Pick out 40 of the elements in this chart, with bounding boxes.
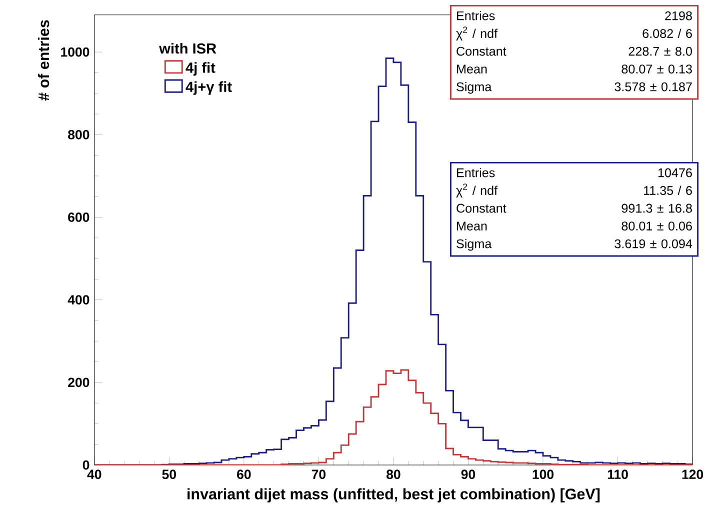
x-tick-label: 70 <box>312 470 326 480</box>
x-tick-label: 110 <box>608 470 628 480</box>
y-tick-label: 800 <box>68 130 90 140</box>
annotation: Mean <box>457 222 487 231</box>
annotation: Sigma <box>456 239 492 251</box>
annotation: Sigma <box>456 82 492 94</box>
annotation: Mean <box>457 64 487 74</box>
x-tick-label: 100 <box>532 470 554 480</box>
x-tick-label: 90 <box>461 470 476 480</box>
y-tick-label: 600 <box>68 212 90 222</box>
annotation: 10476 <box>658 168 692 178</box>
legend-title: with ISR <box>159 43 216 54</box>
annotation: χ$^{2}$ / ndf <box>456 184 498 198</box>
annotation: 80.01 ± 0.06 <box>622 222 692 231</box>
x-axis-title: invariant dijet mass (unfitted, best jet combination) [GeV] <box>188 488 600 503</box>
legend-label: 4j+γ fit <box>186 81 232 96</box>
y-tick-label: 1000 <box>61 48 90 57</box>
annotation: 6.082 / 6 <box>642 28 692 38</box>
annotation: 228.7 ± 8.0 <box>628 46 692 56</box>
annotation: 3.578 ± 0.187 <box>614 82 692 92</box>
legend-label: 4j fit <box>186 62 216 76</box>
y-tick-label: 400 <box>68 295 90 305</box>
annotation: Entries <box>457 11 495 20</box>
annotation: Entries <box>457 168 495 178</box>
annotation: χ$^{2}$ / ndf <box>456 26 498 41</box>
x-tick-label: 50 <box>162 470 176 480</box>
annotation: Constant <box>456 46 506 56</box>
y-tick-label: 0 <box>82 460 90 470</box>
x-tick-label: 60 <box>237 470 251 480</box>
x-tick-label: 120 <box>682 470 704 480</box>
annotation: 80.07 ± 0.13 <box>622 64 692 74</box>
annotation: 2198 <box>665 11 692 20</box>
annotation: Constant <box>456 204 506 213</box>
y-axis-title: # of entries <box>38 20 50 101</box>
annotation: 3.619 ± 0.094 <box>614 239 692 248</box>
annotation: 11.35 / 6 <box>644 186 692 196</box>
annotation: 991.3 ± 16.8 <box>622 204 692 213</box>
x-tick-label: 80 <box>386 470 400 480</box>
y-tick-label: 200 <box>68 378 90 388</box>
x-tick-label: 40 <box>87 470 102 480</box>
